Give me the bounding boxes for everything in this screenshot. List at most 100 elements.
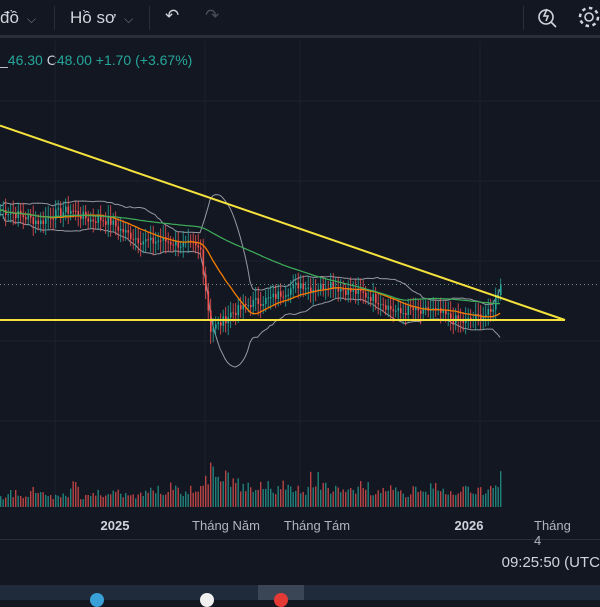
candle-body (330, 282, 332, 290)
candle-body (460, 320, 462, 322)
moving-average-long (0, 209, 500, 305)
volume-bar (437, 490, 439, 507)
close-prefix: C (46, 52, 57, 68)
volume-bar (80, 499, 82, 507)
volume-bar (442, 488, 444, 507)
candle-body (297, 282, 300, 289)
candle-body (352, 289, 355, 292)
volume-bar (85, 494, 87, 507)
candle-body (142, 241, 145, 245)
volume-bar (15, 489, 17, 507)
candle-body (342, 289, 345, 291)
candle-body (340, 289, 342, 292)
close-value: 48.00 (56, 52, 92, 68)
active-app[interactable] (258, 585, 304, 607)
volume-bar (55, 494, 57, 507)
candle-body (22, 214, 25, 218)
candle-body (47, 217, 50, 219)
volume-bar (425, 491, 427, 507)
volume-bar (197, 491, 199, 507)
volume-bar (142, 495, 144, 507)
candle-body (322, 283, 325, 290)
candle-body (457, 315, 460, 321)
volume-bar (385, 491, 387, 507)
bollinger-upper (0, 194, 501, 306)
low-prefix: _ (0, 52, 8, 68)
candle-body (395, 310, 397, 312)
candle-body (350, 287, 352, 292)
candle-body (195, 243, 197, 246)
volume-bar (132, 494, 134, 507)
candle-body (357, 288, 360, 294)
candle-body (150, 237, 152, 241)
candle-body (447, 313, 450, 315)
candle-body (145, 239, 147, 242)
settings-gear-icon[interactable] (577, 5, 600, 34)
candle-body (130, 232, 132, 240)
candle-body (302, 283, 305, 290)
candle-body (120, 228, 122, 231)
candle-body (205, 274, 207, 292)
volume-bar (155, 493, 157, 507)
volume-bar (360, 481, 362, 507)
profile-menu-label: Hồ sơ (70, 8, 117, 27)
volume-bar (95, 495, 97, 507)
volume-bar (492, 487, 494, 507)
candle-body (482, 316, 485, 321)
candle-body (347, 287, 350, 295)
candle-body (445, 309, 447, 315)
volume-bar (52, 498, 54, 507)
candle-body (475, 313, 477, 320)
candle-body (165, 237, 167, 242)
candle-body (107, 217, 110, 225)
volume-bar (307, 486, 309, 507)
clock: 09:25:50 (UTC (501, 554, 600, 571)
volume-bar (282, 480, 284, 507)
quick-search-icon[interactable] (537, 5, 559, 34)
volume-bar (30, 491, 32, 507)
candle-body (237, 305, 240, 316)
candle-body (255, 298, 257, 300)
app-icon[interactable] (200, 593, 214, 607)
volume-bar (422, 491, 424, 507)
candle-body (67, 206, 70, 214)
candle-body (412, 307, 415, 311)
volume-bar (20, 496, 22, 507)
volume-bar (172, 489, 174, 507)
top-toolbar: đồ ⌵ Hồ sơ ⌵ ↶ ↷ (0, 0, 600, 38)
app-icon[interactable] (90, 593, 104, 607)
volume-bar (5, 497, 7, 507)
candle-body (437, 308, 440, 310)
price-chart[interactable] (0, 41, 600, 508)
candle-body (230, 312, 232, 318)
volume-bar (242, 483, 244, 507)
volume-bar (375, 494, 377, 507)
profile-menu[interactable]: Hồ sơ ⌵ (70, 8, 133, 28)
candle-body (240, 305, 242, 310)
undo-icon[interactable]: ↶ (165, 6, 180, 25)
candle-body (242, 303, 245, 310)
volume-bar (340, 492, 342, 507)
candle-body (65, 206, 67, 213)
candle-body (57, 208, 60, 210)
volume-bar (295, 490, 297, 507)
volume-bar (312, 487, 314, 507)
volume-bar (267, 481, 269, 507)
candle-body (210, 310, 212, 332)
volume-bar (110, 494, 112, 507)
candle-body (235, 312, 237, 316)
candle-body (272, 293, 275, 298)
chart-type-menu[interactable]: đồ ⌵ (0, 8, 36, 28)
candle-body (17, 210, 20, 219)
volume-bar (127, 495, 129, 507)
volume-bar (212, 466, 214, 507)
volume-bar (417, 492, 419, 507)
volume-bar (215, 476, 217, 507)
candle-body (60, 208, 62, 217)
volume-bar (302, 491, 304, 507)
candle-body (310, 287, 312, 294)
redo-icon[interactable]: ↷ (205, 6, 220, 25)
candle-body (110, 217, 112, 225)
volume-bar (272, 492, 274, 507)
candle-body (182, 242, 185, 247)
